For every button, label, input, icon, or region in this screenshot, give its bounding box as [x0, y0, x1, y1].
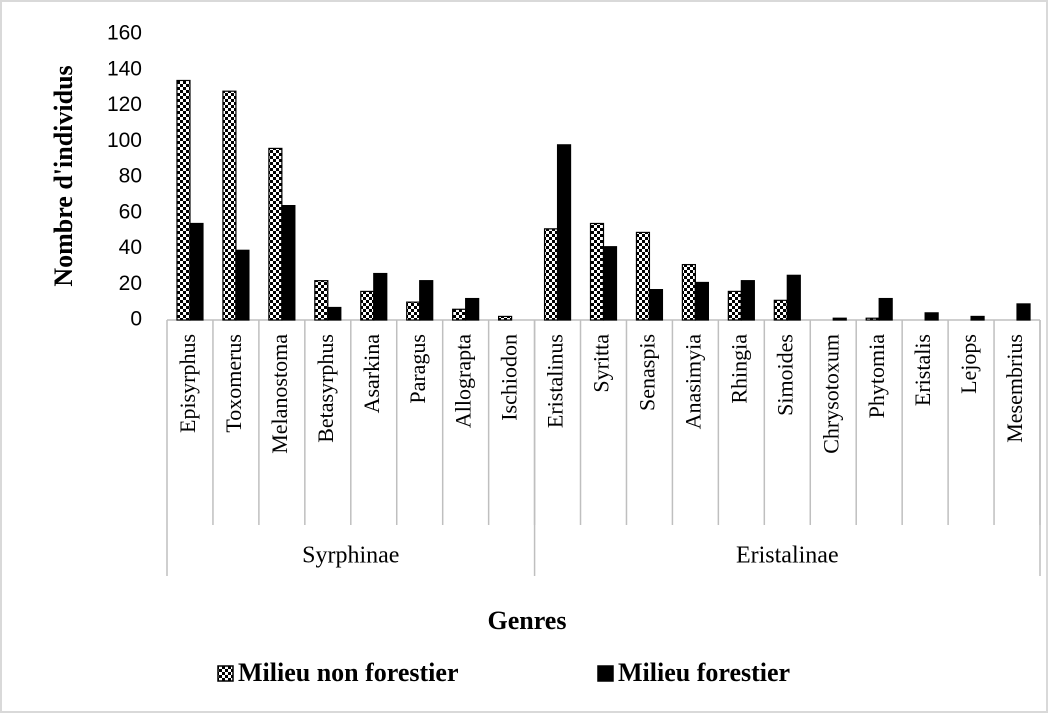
y-axis-label: Nombre d'individus	[49, 65, 78, 286]
group-label: Syrphinae	[302, 543, 399, 569]
x-tick-label: Anasimyia	[680, 334, 705, 430]
x-tick-label: Melanostoma	[267, 334, 292, 454]
x-tick-label: Paragus	[405, 334, 430, 404]
group-label: Eristalinae	[736, 543, 839, 569]
y-tick-label: 80	[119, 165, 142, 188]
bar	[465, 297, 480, 321]
bar	[176, 79, 191, 321]
x-tick-label: Asarkina	[359, 334, 384, 414]
legend-label: Milieu non forestier	[238, 658, 458, 687]
bar	[773, 299, 788, 321]
x-tick-label: Ischiodon	[497, 334, 522, 421]
bar	[452, 308, 467, 321]
bar	[727, 290, 742, 321]
bar	[681, 263, 696, 321]
bar	[406, 301, 421, 321]
y-tick-label: 60	[119, 200, 142, 223]
bar	[589, 222, 605, 321]
y-tick-label: 20	[119, 272, 142, 295]
x-axis-label: Genres	[488, 606, 567, 635]
bar	[281, 205, 296, 321]
x-tick-label: Simoides	[772, 334, 797, 416]
bar	[635, 231, 651, 321]
y-tick-label: 100	[107, 129, 142, 152]
bar	[235, 249, 250, 321]
bar	[878, 297, 893, 321]
x-tick-label: Eristalis	[910, 334, 935, 406]
y-tick-label: 140	[107, 57, 142, 80]
bar	[498, 315, 513, 321]
x-tick-label: Episyrphus	[175, 334, 200, 433]
x-tick-label: Chrysotoxum	[818, 334, 843, 454]
y-tick-label: 160	[107, 22, 142, 45]
x-tick-label: Senaspis	[634, 334, 659, 411]
bar	[924, 312, 939, 321]
bar	[648, 289, 664, 321]
bar	[865, 317, 880, 321]
bar	[740, 280, 755, 321]
bar	[189, 222, 204, 321]
x-tick-label: Eristalinus	[543, 334, 568, 428]
y-tick-label: 0	[130, 308, 142, 331]
bar	[832, 317, 847, 321]
bar	[327, 306, 342, 321]
legend-swatch	[597, 665, 614, 682]
x-tick-label: Toxomerus	[221, 334, 246, 433]
bar	[1016, 303, 1031, 321]
bar	[543, 228, 559, 321]
bar	[786, 274, 801, 321]
legend-swatch	[217, 665, 234, 682]
x-tick-label: Syritta	[589, 334, 614, 393]
bar	[602, 246, 618, 321]
x-tick-label: Lejops	[956, 334, 981, 394]
bar	[373, 272, 388, 321]
x-tick-label: Allograpta	[451, 334, 476, 428]
bar	[419, 280, 434, 321]
bar	[970, 315, 985, 321]
bar	[222, 90, 237, 321]
x-tick-label: Phytomia	[864, 334, 889, 419]
y-tick-label: 40	[119, 236, 142, 259]
bar	[268, 147, 283, 321]
y-tick-label: 120	[107, 93, 142, 116]
bar	[556, 144, 572, 321]
bar	[314, 280, 329, 321]
bar	[694, 281, 709, 321]
x-tick-label: Rhingia	[726, 334, 751, 404]
x-tick-label: Betasyrphus	[313, 334, 338, 443]
bar	[360, 290, 375, 321]
legend-label: Milieu forestier	[618, 658, 790, 687]
x-tick-label: Mesembrius	[1002, 334, 1027, 443]
